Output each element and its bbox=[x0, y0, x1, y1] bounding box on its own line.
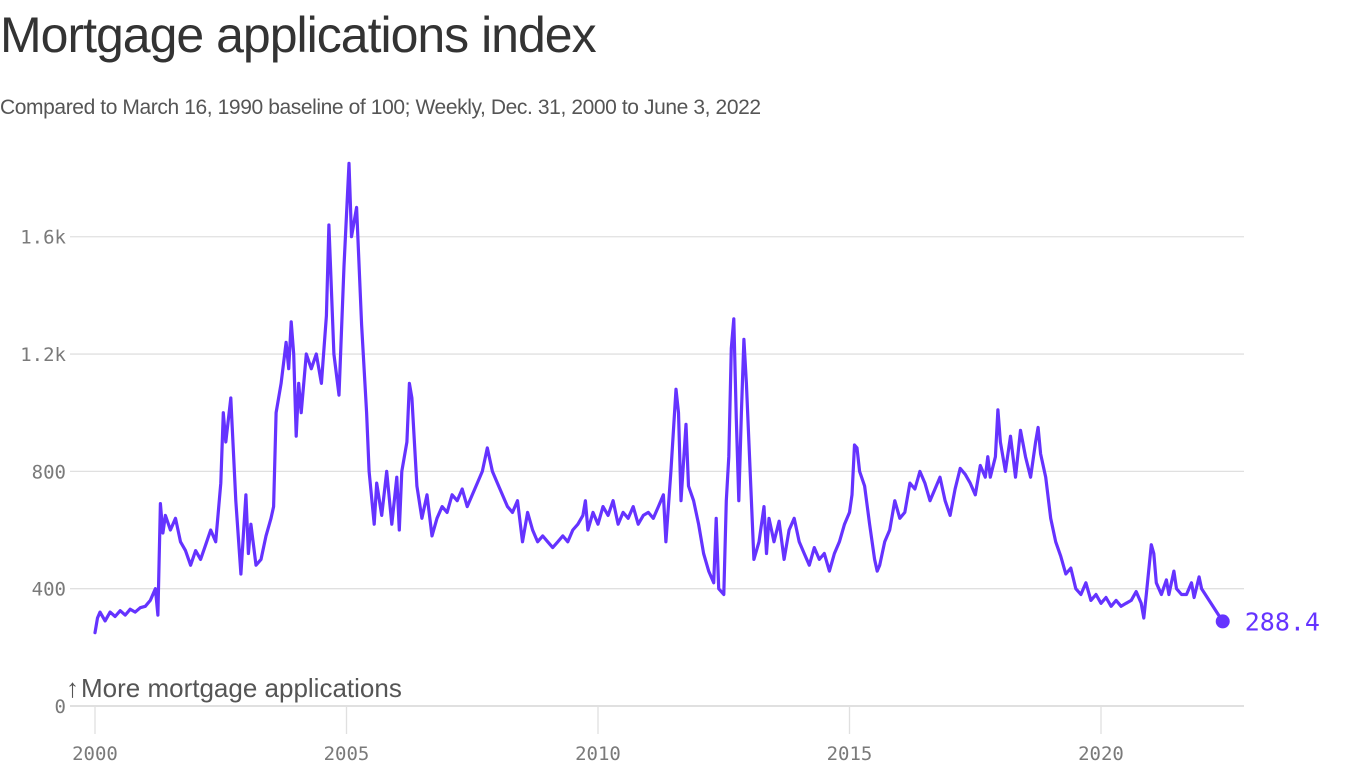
x-tick-label: 2005 bbox=[324, 743, 370, 765]
x-ticks bbox=[94, 706, 1102, 734]
end-point-marker bbox=[1215, 614, 1230, 629]
x-tick-label: 2020 bbox=[1078, 743, 1124, 765]
y-tick-label: 0 bbox=[55, 696, 66, 718]
y-tick-labels: 0 400 800 1.2k 1.6k bbox=[20, 227, 66, 718]
y-tick-label: 1.2k bbox=[20, 344, 66, 366]
direction-annotation: ↑More mortgage applications bbox=[66, 673, 402, 703]
annotation-text: More mortgage applications bbox=[81, 673, 402, 703]
x-tick-labels: 2000 2005 2010 2015 2020 bbox=[72, 743, 1124, 765]
series-line bbox=[93, 161, 1225, 635]
x-tick-label: 2015 bbox=[827, 743, 873, 765]
y-tick-label: 1.6k bbox=[20, 227, 66, 249]
y-gridlines bbox=[70, 236, 1244, 707]
y-tick-label: 800 bbox=[32, 461, 66, 483]
x-tick-label: 2000 bbox=[72, 743, 118, 765]
chart-subtitle: Compared to March 16, 1990 baseline of 1… bbox=[0, 96, 761, 119]
x-tick-label: 2010 bbox=[575, 743, 621, 765]
y-tick-label: 400 bbox=[32, 579, 66, 601]
chart-title: Mortgage applications index bbox=[0, 7, 597, 63]
up-arrow-icon: ↑ bbox=[66, 673, 79, 703]
end-value-label: 288.4 bbox=[1245, 607, 1320, 636]
